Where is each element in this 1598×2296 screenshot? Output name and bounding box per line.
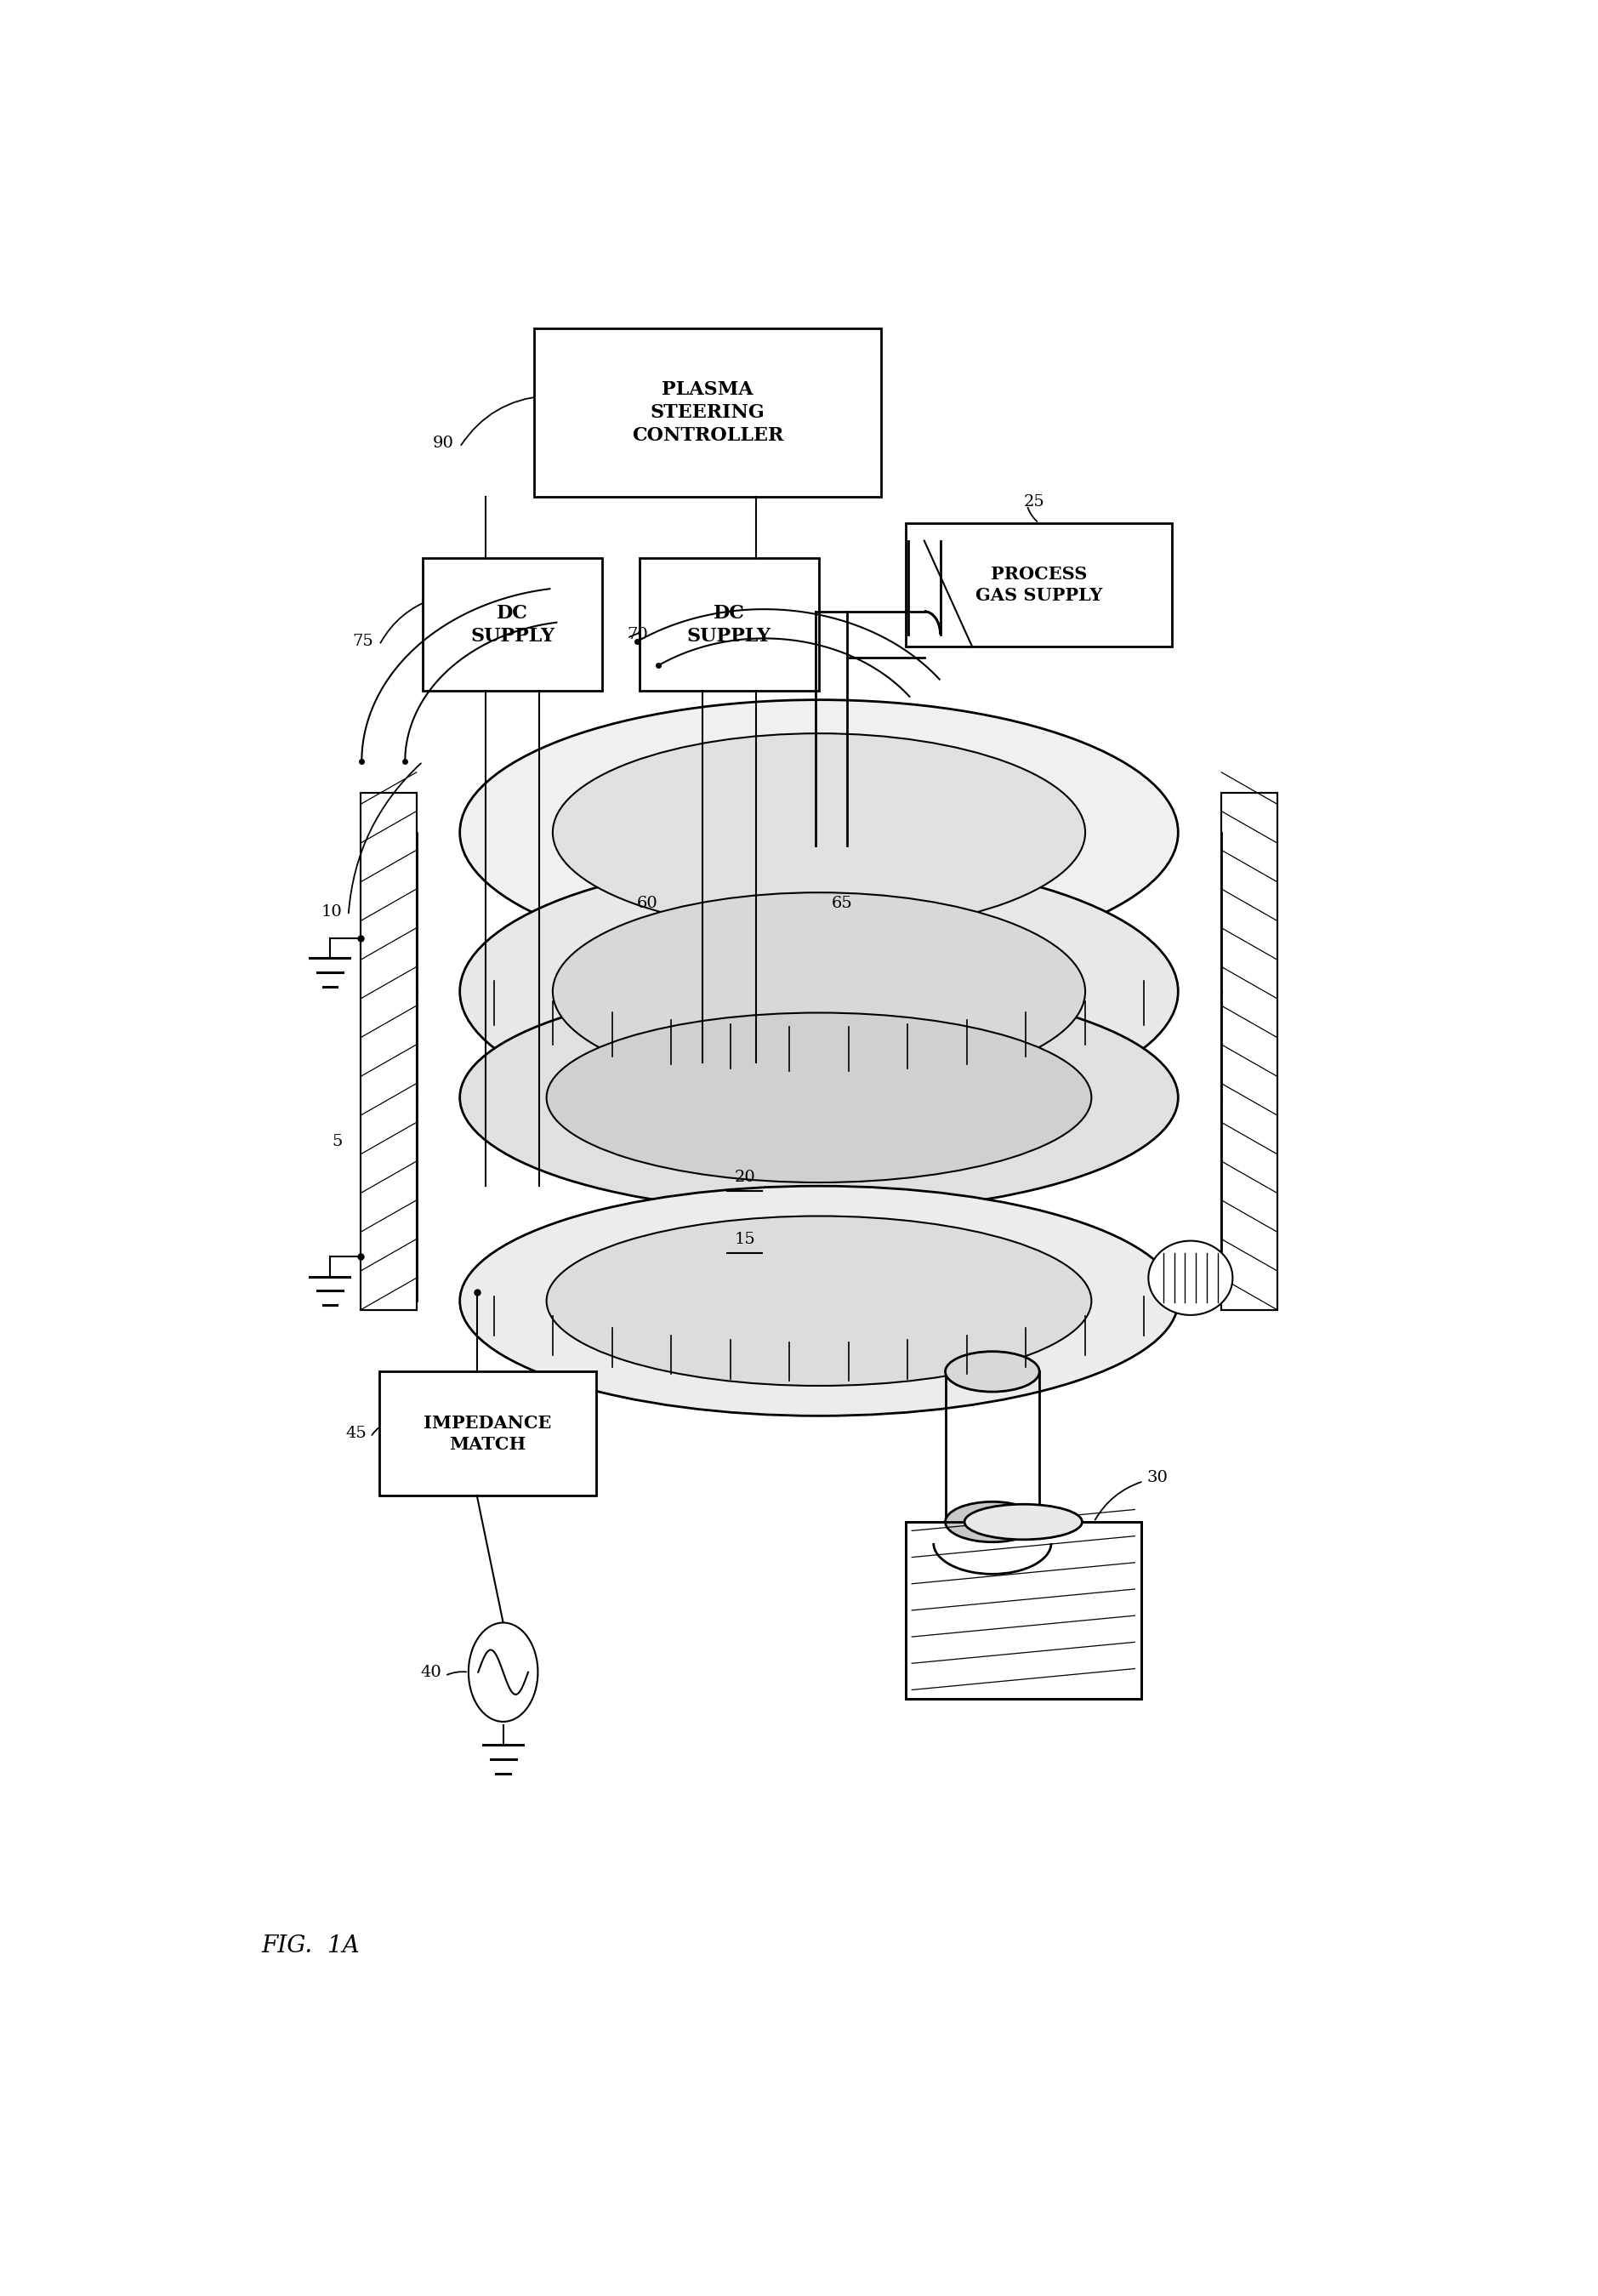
Text: 65: 65 [831,895,852,912]
Bar [422,558,602,691]
Circle shape [468,1623,539,1722]
Text: 40: 40 [420,1665,441,1681]
Text: 70: 70 [626,627,649,643]
Bar [534,328,880,496]
Text: IMPEDANCE
MATCH: IMPEDANCE MATCH [423,1414,551,1453]
Text: 45: 45 [345,1426,368,1442]
Bar [906,1522,1141,1699]
Text: 90: 90 [433,436,454,450]
Text: 5: 5 [332,1134,342,1150]
Ellipse shape [547,1217,1091,1387]
Bar [906,523,1171,647]
Ellipse shape [460,1187,1178,1417]
Text: 60: 60 [638,895,658,912]
Text: DC
SUPPLY: DC SUPPLY [470,604,555,645]
Ellipse shape [460,983,1178,1212]
Ellipse shape [460,700,1178,964]
Text: 30: 30 [1147,1469,1168,1486]
Ellipse shape [946,1352,1039,1391]
Text: 75: 75 [352,634,374,650]
Bar [1221,792,1277,1309]
Ellipse shape [553,732,1085,932]
Ellipse shape [547,1013,1091,1182]
Text: PLASMA
STEERING
CONTROLLER: PLASMA STEERING CONTROLLER [631,381,783,445]
Bar [639,558,818,691]
Ellipse shape [946,1502,1039,1543]
Text: 25: 25 [1023,494,1045,510]
Ellipse shape [553,893,1085,1091]
Text: 10: 10 [321,905,342,921]
Bar [1221,792,1277,1309]
Bar [906,1522,1141,1699]
Text: FIG.  1A: FIG. 1A [262,1936,360,1958]
Text: 15: 15 [733,1231,756,1247]
Ellipse shape [460,859,1178,1125]
Ellipse shape [1149,1240,1232,1316]
Bar [379,1371,596,1495]
Bar [361,792,417,1309]
Text: PROCESS
GAS SUPPLY: PROCESS GAS SUPPLY [975,565,1103,604]
Ellipse shape [965,1504,1082,1541]
Bar [361,792,417,1309]
Text: DC
SUPPLY: DC SUPPLY [687,604,772,645]
Text: 20: 20 [733,1169,756,1185]
